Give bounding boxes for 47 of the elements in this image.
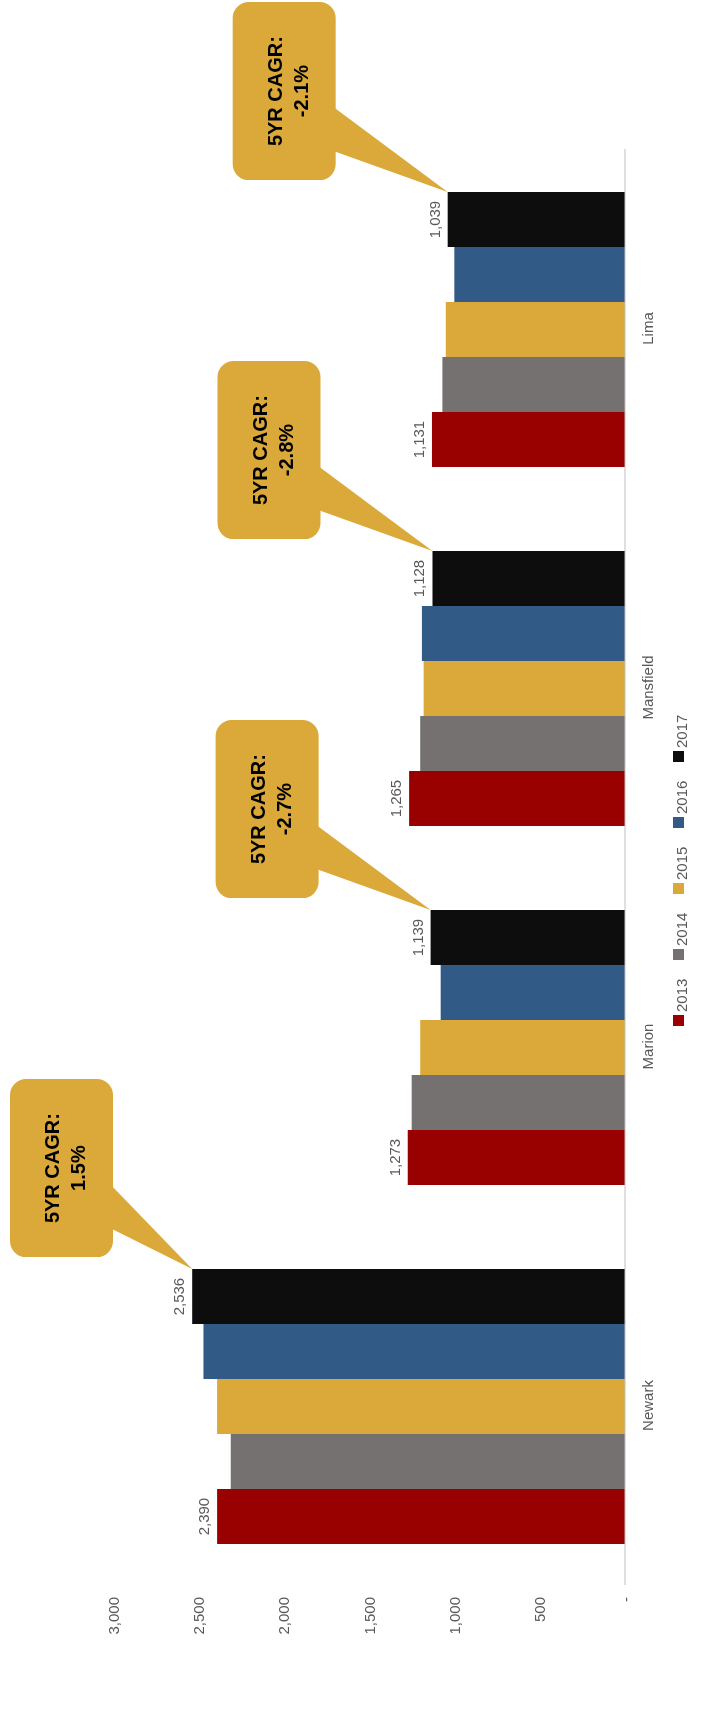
y-tick-label: Lima bbox=[639, 311, 656, 345]
data-label: 1,039 bbox=[425, 200, 443, 239]
data-label: 1,273 bbox=[385, 1138, 403, 1177]
bar bbox=[411, 1075, 625, 1131]
bar bbox=[217, 1379, 625, 1435]
x-tick-label: 500 bbox=[531, 1597, 549, 1623]
bar bbox=[454, 247, 625, 303]
callout-box: 5YR CAGR: -2.1% bbox=[232, 2, 448, 193]
bar bbox=[432, 551, 625, 607]
annotation: 5YR CAGR: -2.7% bbox=[247, 754, 296, 865]
data-label: 1,128 bbox=[410, 559, 428, 598]
bar bbox=[423, 661, 625, 717]
data-label: 1,265 bbox=[387, 779, 405, 818]
text: 2015 bbox=[673, 846, 690, 880]
bar bbox=[409, 771, 625, 827]
text: 2017 bbox=[673, 714, 690, 748]
x-tick-label: 1,500 bbox=[360, 1597, 378, 1635]
text: 2014 bbox=[673, 912, 690, 946]
text: 2013 bbox=[673, 978, 690, 1012]
bar bbox=[440, 965, 625, 1021]
bar bbox=[445, 302, 625, 358]
bar bbox=[447, 192, 625, 248]
bar bbox=[420, 1020, 625, 1076]
y-tick-label: Newark bbox=[639, 1379, 656, 1431]
annotation: 5YR CAGR: -2.8% bbox=[248, 395, 297, 506]
x-tick-label: 3,000 bbox=[104, 1597, 122, 1635]
y-tick-label: Mansfield bbox=[639, 655, 656, 720]
data-label: 2,536 bbox=[170, 1277, 188, 1316]
data-label: 2,390 bbox=[195, 1497, 213, 1536]
data-label: 1,131 bbox=[409, 420, 427, 459]
bar bbox=[420, 716, 625, 772]
bar bbox=[430, 910, 625, 966]
bar bbox=[230, 1434, 625, 1490]
data-label: 1,139 bbox=[408, 918, 426, 957]
bar bbox=[442, 357, 625, 413]
bar bbox=[217, 1489, 625, 1545]
x-tick-label: 2,000 bbox=[275, 1597, 293, 1635]
text: 2016 bbox=[673, 780, 690, 814]
x-tick-label: 1,000 bbox=[445, 1597, 463, 1635]
y-tick-label: Marion bbox=[639, 1023, 656, 1070]
bar bbox=[407, 1130, 625, 1186]
bar bbox=[192, 1269, 625, 1325]
bar bbox=[431, 412, 625, 468]
bar bbox=[421, 606, 625, 662]
x-tick-label: 2,500 bbox=[189, 1597, 207, 1635]
x-tick-label: - bbox=[616, 1597, 634, 1602]
bar bbox=[203, 1324, 625, 1380]
